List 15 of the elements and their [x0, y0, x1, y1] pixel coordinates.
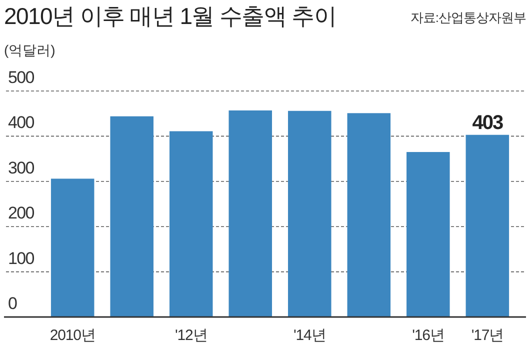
y-axis-title: (억달러): [4, 42, 56, 58]
x-tick-label: '14년: [294, 327, 326, 344]
x-tick-label: '12년: [175, 327, 208, 344]
y-tick-label: 200: [8, 204, 34, 223]
y-tick-label: 0: [8, 294, 17, 313]
chart-title: 2010년 이후 매년 1월 수출액 추이: [4, 3, 336, 29]
text: 자료:산업통상자원부: [410, 10, 526, 25]
x-tick-label: '16년: [412, 327, 444, 344]
y-tick-label: 500: [8, 68, 34, 87]
data-label: 403: [472, 112, 504, 134]
x-tick-label: '17년: [471, 327, 504, 344]
y-tick-label: 300: [8, 158, 34, 178]
y-tick-label: 100: [8, 248, 34, 268]
y-tick-label: 400: [8, 113, 34, 132]
x-tick-label: 2010년: [50, 327, 96, 344]
